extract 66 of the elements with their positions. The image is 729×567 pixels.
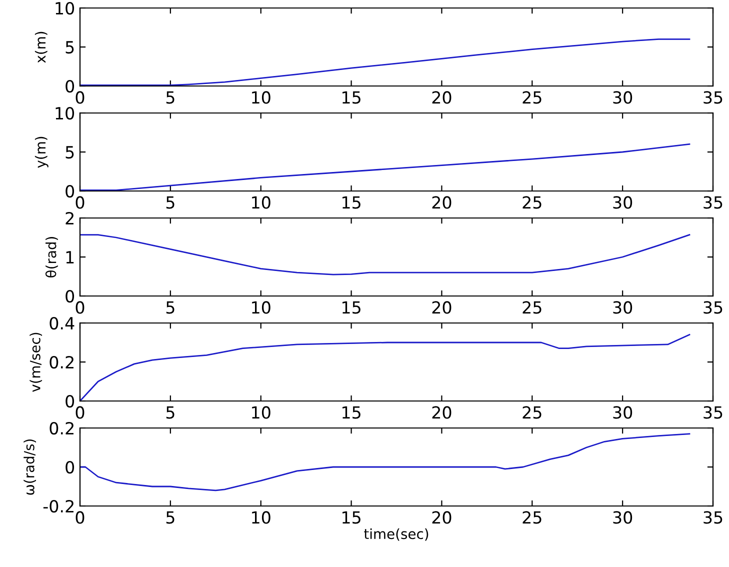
y-tick-label: 5: [66, 146, 74, 159]
x-tick-label: 35: [704, 196, 722, 209]
x-tick-label: 35: [704, 511, 722, 524]
line-series: [80, 433, 690, 492]
x-axis-title: time(sec): [364, 528, 428, 541]
y-axis-title: ω(rad/s): [24, 439, 36, 495]
y-tick-label: 5: [66, 41, 74, 54]
y-axis-title: v(m/sec): [30, 332, 42, 392]
x-tick-label: 15: [342, 196, 360, 209]
x-tick-label: 5: [166, 91, 174, 104]
x-tick-label: 25: [522, 196, 542, 209]
x-tick-label: 10: [252, 301, 270, 314]
x-tick-label: 25: [522, 406, 542, 419]
x-tick-label: 30: [613, 91, 632, 104]
x-tick-label: 30: [613, 511, 632, 524]
y-axis-title: θ(rad): [45, 237, 58, 278]
y-axis-title: x(m): [34, 32, 48, 63]
x-tick-label: 15: [342, 511, 360, 524]
x-tick-label: 5: [166, 406, 174, 419]
x-tick-label: 0: [76, 511, 84, 524]
y-tick-label: 0.4: [50, 316, 74, 330]
x-tick-label: 5: [166, 196, 174, 209]
y-axis-title: y(m): [34, 136, 48, 168]
line-series: [80, 334, 690, 401]
x-tick-label: 25: [522, 511, 542, 524]
x-tick-label: 25: [522, 301, 542, 314]
x-tick-label: 20: [432, 301, 452, 314]
y-tick-label: 0: [66, 394, 74, 408]
x-tick-label: 20: [432, 406, 452, 419]
x-tick-label: 15: [342, 301, 360, 314]
line-series: [80, 38, 690, 86]
y-tick-label: 1: [66, 251, 74, 264]
y-tick-label: 10: [56, 2, 74, 15]
x-tick-label: 35: [704, 406, 722, 419]
x-tick-label: 20: [432, 91, 452, 104]
x-tick-label: 5: [166, 301, 174, 314]
x-tick-label: 35: [704, 301, 722, 314]
x-tick-label: 0: [76, 196, 84, 209]
x-tick-label: 0: [76, 91, 84, 104]
y-tick-label: 0.2: [50, 422, 74, 435]
x-tick-label: 20: [432, 196, 452, 209]
y-tick-label: 0.2: [50, 356, 74, 369]
x-tick-label: 30: [613, 406, 632, 419]
y-tick-label: 0: [66, 80, 74, 93]
x-tick-label: 10: [252, 511, 270, 524]
x-tick-label: 30: [613, 196, 632, 209]
x-tick-label: 10: [252, 196, 270, 209]
x-tick-label: 0: [76, 406, 84, 419]
line-series: [80, 144, 690, 191]
x-tick-label: 5: [166, 511, 174, 524]
y-tick-label: 0: [66, 184, 74, 198]
x-tick-label: 15: [342, 91, 360, 104]
y-tick-label: 0: [66, 290, 74, 303]
x-tick-label: 10: [252, 406, 270, 419]
line-series: [80, 234, 690, 276]
y-tick-label: -0.2: [43, 500, 74, 513]
y-tick-label: 10: [56, 106, 74, 120]
y-tick-label: 2: [66, 212, 74, 224]
x-tick-label: 25: [522, 91, 542, 104]
x-tick-label: 35: [704, 91, 722, 104]
x-tick-label: 15: [342, 406, 360, 419]
x-tick-label: 10: [252, 91, 270, 104]
x-tick-label: 20: [432, 511, 452, 524]
y-tick-label: 0: [66, 460, 74, 474]
x-tick-label: 0: [76, 301, 84, 314]
x-tick-label: 30: [613, 301, 632, 314]
